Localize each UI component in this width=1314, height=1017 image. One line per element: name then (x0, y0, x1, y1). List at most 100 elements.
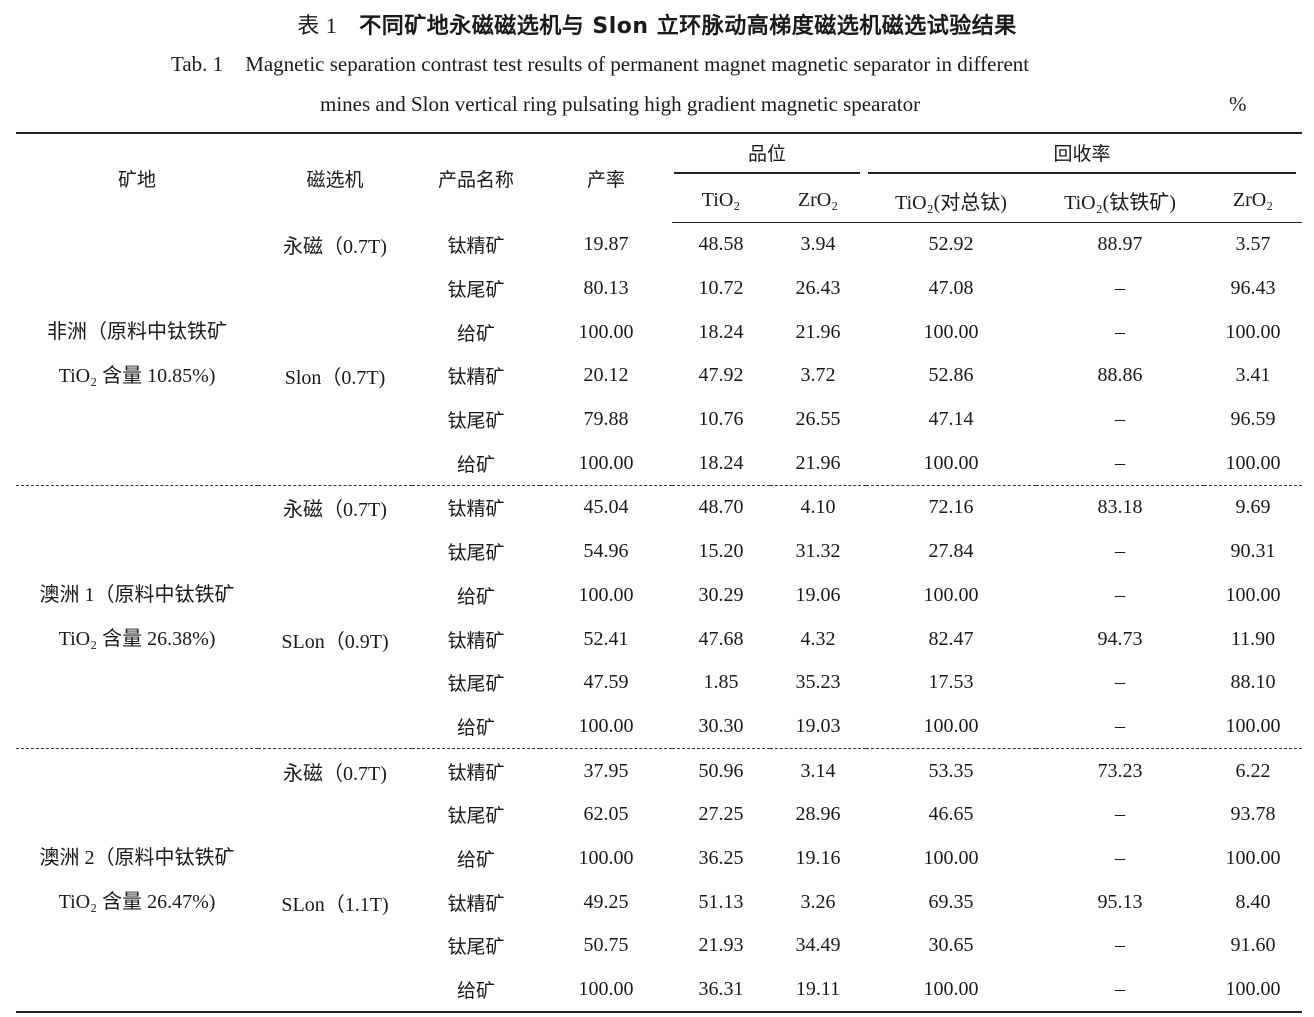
cell-grade-tio2: 1.85 (703, 671, 739, 694)
cell-grade-tio2: 36.25 (698, 846, 744, 869)
cell-rec-tio2-ilmenite: – (1115, 934, 1126, 957)
cell-rec-tio2-total: 53.35 (866, 748, 1037, 793)
cell-rec-tio2-total: 17.53 (928, 671, 974, 694)
cell-grade-zro2: 28.96 (795, 803, 841, 826)
table-row: 给矿 100.00 30.29 19.06 100.00 – 100.00 (16, 574, 1302, 618)
cell-rec-tio2-total: 69.35 (928, 890, 974, 913)
cell-grade-tio2: 18.24 (698, 451, 744, 474)
cell-rec-tio2-total: 47.14 (928, 408, 974, 431)
cell-rec-tio2-total: 30.65 (928, 934, 974, 957)
cell-rec-zro2: 9.69 (1204, 485, 1303, 530)
cell-grade-tio2: 30.30 (698, 714, 744, 737)
table-title-zh: 不同矿地永磁磁选机与 Slon 立环脉动高梯度磁选机磁选试验结果 (359, 14, 1017, 39)
header-rec-tio2-total: TiO₂(对总钛) (866, 178, 1037, 223)
cell-grade-tio2: 48.70 (672, 485, 770, 530)
table-row: 钛尾矿 50.75 21.93 34.49 30.65 – 91.60 (16, 924, 1302, 968)
cell-machine (258, 924, 412, 968)
cell-rec-zro2: 6.22 (1204, 748, 1303, 793)
cell-machine (258, 793, 412, 837)
table-row: 钛尾矿 62.05 27.25 28.96 46.65 – 93.78 (16, 793, 1302, 837)
cell-rec-zro2: 100.00 (1225, 714, 1281, 737)
cell-machine (258, 530, 412, 574)
cell-grade-tio2: 15.20 (698, 540, 744, 563)
cell-rec-tio2-ilmenite: – (1115, 540, 1126, 563)
table-row: 给矿 100.00 18.24 21.96 100.00 – 100.00 (16, 310, 1302, 354)
cell-grade-tio2: 30.29 (698, 583, 744, 606)
cell-yield: 100.00 (578, 451, 634, 474)
header-rec-zro2: ZrO₂ (1204, 178, 1303, 223)
cell-rec-tio2-total: 47.08 (928, 277, 974, 300)
cell-rec-zro2: 88.10 (1230, 671, 1276, 694)
cell-grade-zro2: 3.26 (800, 890, 836, 913)
cell-rec-zro2: 91.60 (1230, 934, 1276, 957)
cell-grade-zro2: 31.32 (795, 540, 841, 563)
cell-machine (258, 267, 412, 311)
cell-rec-tio2-total: 100.00 (923, 714, 979, 737)
cell-grade-zro2: 21.96 (795, 451, 841, 474)
cell-machine (258, 837, 412, 881)
cell-rec-tio2-ilmenite: 88.86 (1097, 364, 1143, 387)
cell-rec-tio2-ilmenite: 73.23 (1036, 748, 1205, 793)
cell-grade-tio2: 48.58 (698, 233, 744, 256)
cell-grade-zro2: 3.72 (800, 364, 836, 387)
cell-rec-zro2: 96.43 (1230, 277, 1276, 300)
cell-product: 钛尾矿 (447, 279, 505, 302)
header-grade: 品位 (672, 133, 866, 178)
cell-grade-zro2: 4.32 (800, 627, 836, 650)
cell-rec-tio2-total: 52.86 (928, 364, 974, 387)
mine-line1: 澳洲 2（原料中钛铁矿 (39, 847, 235, 870)
cell-rec-tio2-ilmenite: – (1115, 320, 1126, 343)
cell-product: 钛尾矿 (447, 805, 505, 828)
cell-rec-tio2-ilmenite: 83.18 (1036, 485, 1205, 530)
cell-machine: SLon（1.1T) (281, 893, 389, 916)
cell-grade-zro2: 19.11 (795, 978, 841, 1001)
results-table: 矿地 磁选机 产品名称 产率 品位 回收率 TiO₂ ZrO₂ TiO₂(对总钛… (16, 132, 1303, 1014)
cell-yield: 50.75 (583, 934, 629, 957)
cell-yield: 62.05 (583, 803, 629, 826)
table-label-zh: 表 1 (297, 13, 338, 38)
cell-grade-tio2: 27.25 (698, 803, 744, 826)
cell-machine: SLon（0.9T) (281, 630, 389, 653)
cell-rec-tio2-total: 100.00 (923, 978, 979, 1001)
cell-machine: Slon（0.7T) (284, 367, 386, 390)
cell-yield: 100.00 (578, 583, 634, 606)
cell-product: 给矿 (456, 585, 495, 608)
cell-machine (258, 310, 412, 354)
cell-yield: 45.04 (540, 485, 672, 530)
cell-grade-tio2: 10.72 (698, 277, 744, 300)
cell-rec-tio2-ilmenite: – (1115, 978, 1126, 1001)
cell-yield: 54.96 (583, 540, 629, 563)
cell-product: 钛尾矿 (447, 673, 505, 696)
table-row: 钛尾矿 79.88 10.76 26.55 47.14 – 96.59 (16, 398, 1302, 442)
table-header: 矿地 磁选机 产品名称 产率 品位 回收率 TiO₂ ZrO₂ TiO₂(对总钛… (16, 133, 1303, 223)
header-rec-tio2-ilmenite: TiO₂(钛铁矿) (1036, 178, 1205, 223)
cell-grade-zro2: 3.94 (800, 233, 836, 256)
cell-product: 钛精矿 (447, 892, 505, 915)
cell-product: 给矿 (456, 716, 495, 739)
cell-rec-tio2-total: 27.84 (928, 540, 974, 563)
cell-yield: 19.87 (583, 233, 629, 256)
table-title-en-line2: mines and Slon vertical ring pulsating h… (320, 92, 921, 116)
table-row: 钛尾矿 47.59 1.85 35.23 17.53 – 88.10 (16, 661, 1302, 705)
cell-yield: 20.12 (583, 364, 629, 387)
table-body: 非洲（原料中钛铁矿 TiO₂ 含量 10.85%) 永磁（0.7T) 钛精矿 19.87… (16, 223, 1303, 1013)
cell-grade-zro2: 26.55 (795, 408, 841, 431)
cell-grade-zro2: 19.16 (795, 846, 841, 869)
cell-product: 钛精矿 (447, 366, 505, 389)
cell-rec-tio2-ilmenite: 95.13 (1097, 890, 1143, 913)
cell-rec-zro2: 100.00 (1225, 583, 1281, 606)
cell-rec-zro2: 3.41 (1235, 364, 1271, 387)
table-title-en-line1: Magnetic separation contrast test result… (245, 52, 1030, 76)
cell-machine (258, 661, 412, 705)
cell-rec-tio2-total: 100.00 (923, 583, 979, 606)
mine-line2: TiO₂ 含量 10.85%) (58, 364, 216, 387)
cell-machine (258, 968, 412, 1013)
cell-rec-zro2: 90.31 (1230, 540, 1276, 563)
mine-line1: 非洲（原料中钛铁矿 (47, 320, 227, 343)
table-row: SLon（0.9T) 钛精矿 52.41 47.68 4.32 82.47 94.73 11.… (16, 617, 1302, 661)
mine-line2: TiO₂ 含量 26.47%) (58, 891, 216, 914)
cell-product: 钛精矿 (447, 629, 505, 652)
cell-product: 钛精矿 (412, 485, 540, 530)
table-label-en: Tab. 1 (171, 52, 224, 76)
cell-machine (258, 398, 412, 442)
